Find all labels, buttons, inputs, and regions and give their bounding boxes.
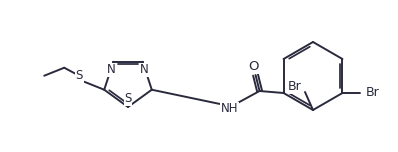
Text: S: S — [124, 93, 132, 105]
Text: NH: NH — [221, 102, 238, 116]
Text: N: N — [107, 63, 116, 76]
Text: O: O — [248, 60, 259, 74]
Text: N: N — [140, 63, 149, 76]
Text: Br: Br — [366, 86, 379, 100]
Text: S: S — [76, 69, 83, 82]
Text: Br: Br — [288, 81, 302, 93]
